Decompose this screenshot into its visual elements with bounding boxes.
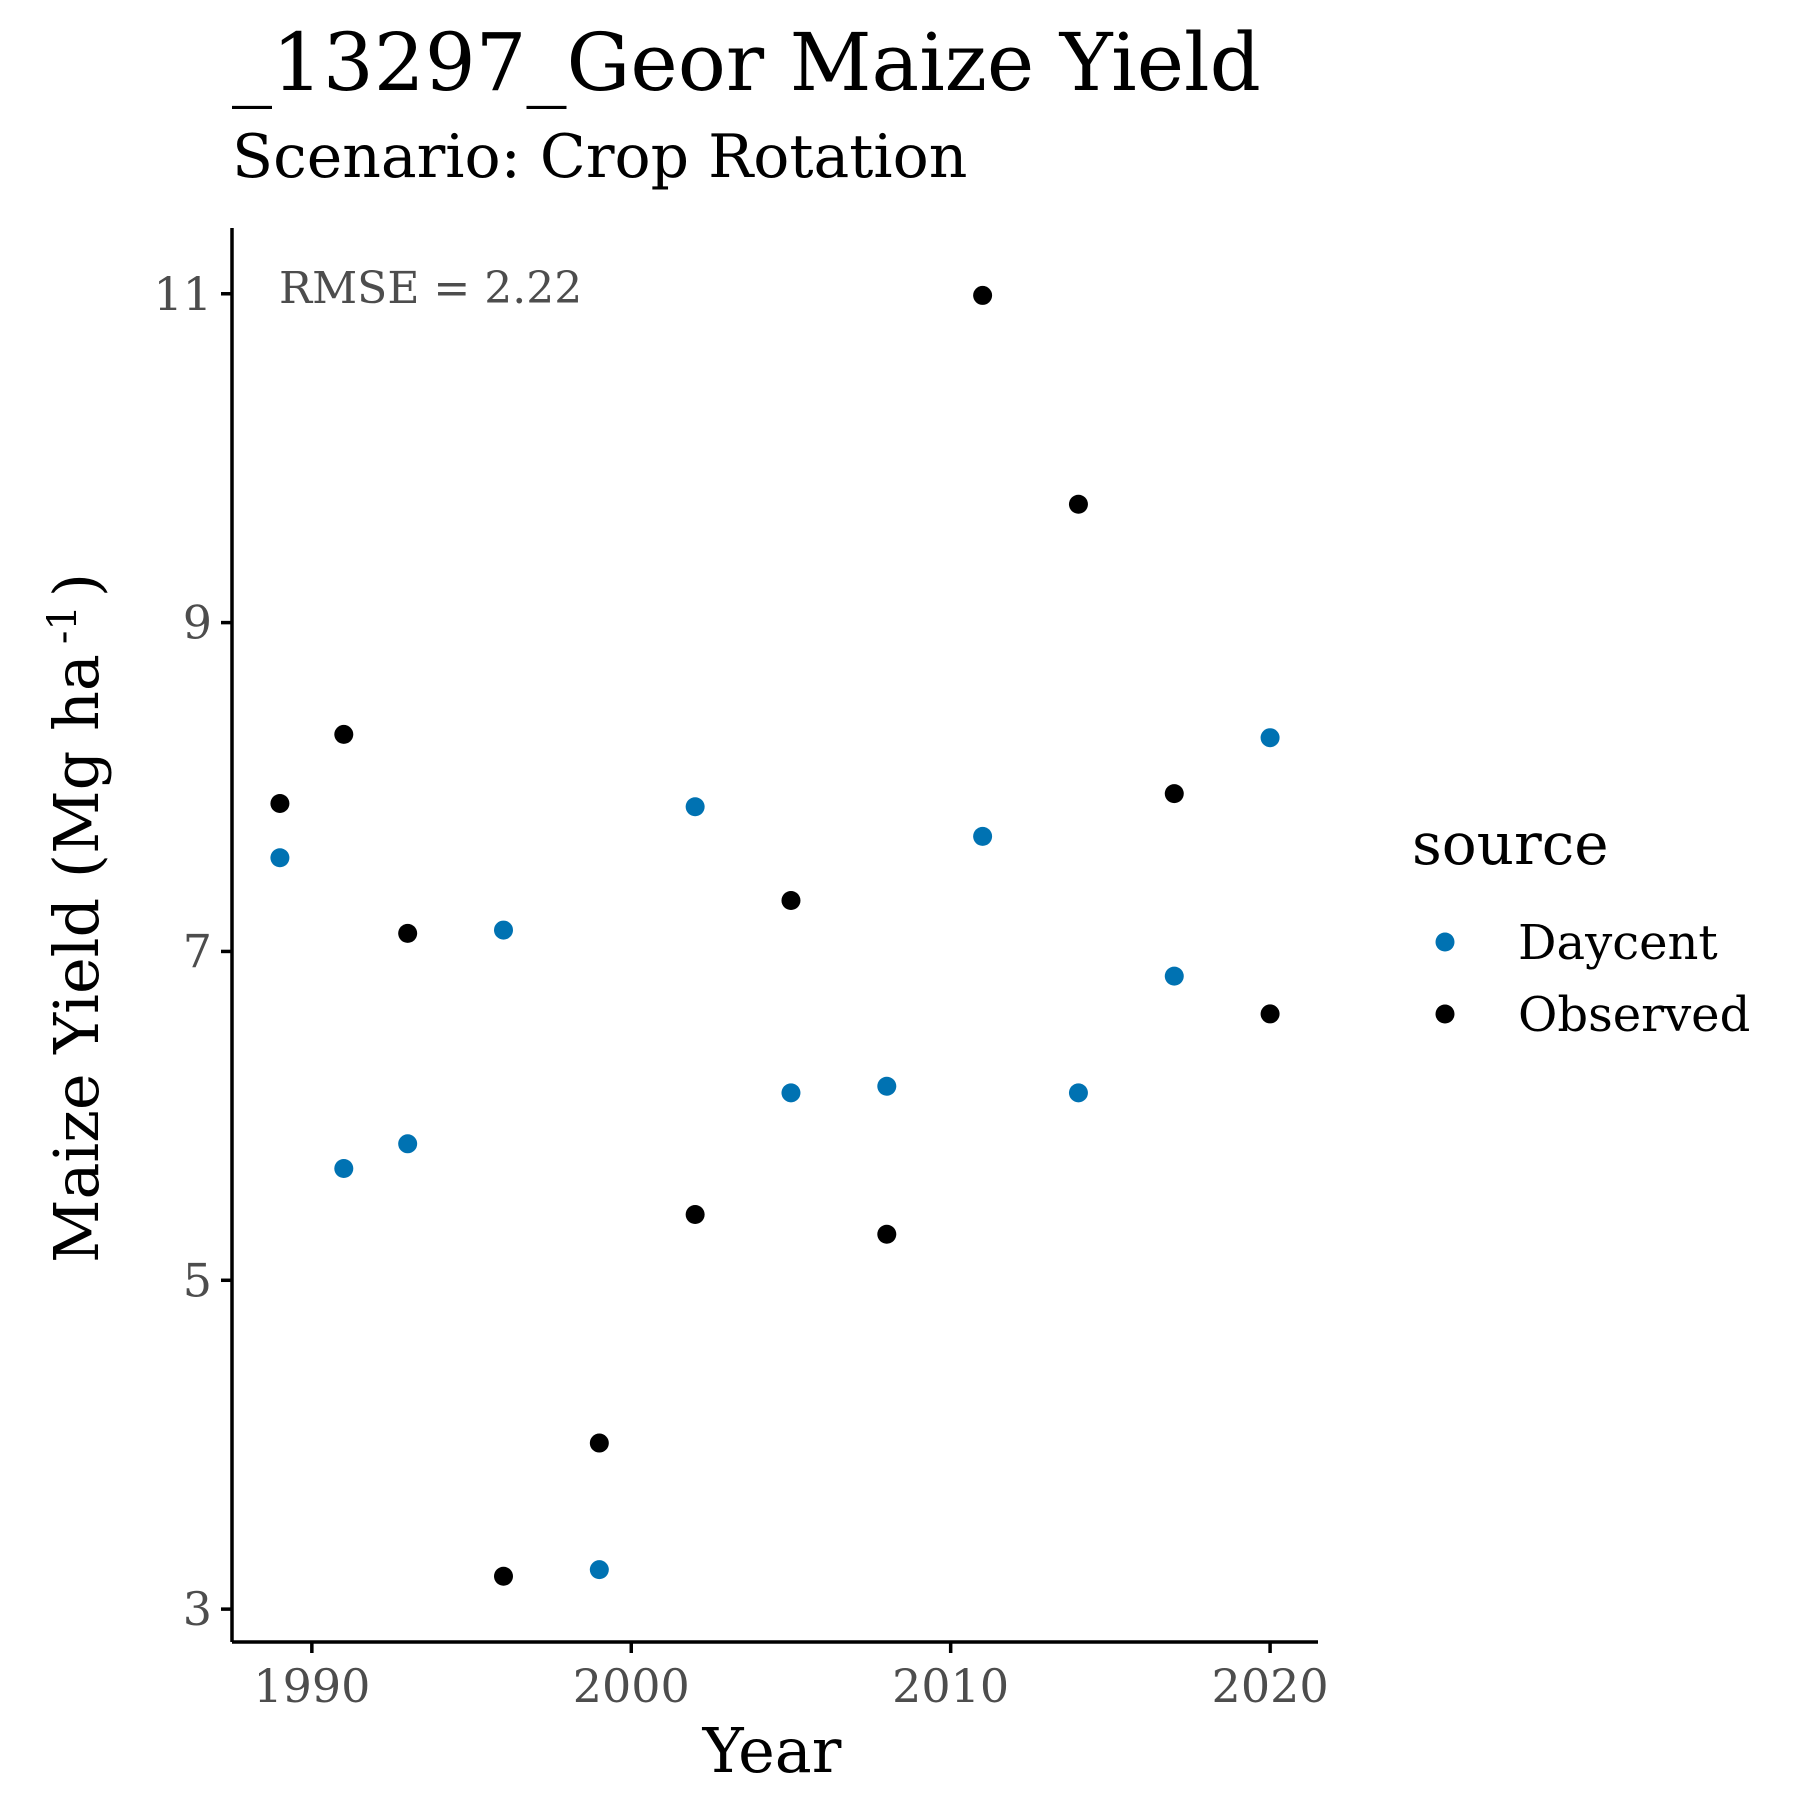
point-daycent <box>494 920 513 940</box>
point-observed <box>270 793 290 813</box>
point-observed <box>685 1205 705 1225</box>
point-observed <box>1260 1004 1280 1024</box>
y-tick-label: 7 <box>183 924 212 978</box>
point-daycent <box>1068 1083 1088 1103</box>
legend-label-observed: Observed <box>1518 987 1750 1043</box>
y-tick-label: 11 <box>153 267 212 321</box>
point-daycent <box>781 1083 801 1103</box>
y-axis-title-close: ) <box>40 573 113 597</box>
x-tick-label: 1990 <box>253 1659 370 1713</box>
x-axis-title: Year <box>702 1714 842 1787</box>
point-observed <box>1164 784 1184 804</box>
point-observed <box>398 923 418 943</box>
point-daycent <box>1260 728 1280 748</box>
legend-label-daycent: Daycent <box>1518 915 1718 971</box>
point-observed <box>589 1433 609 1453</box>
y-axis-title-sup: -1 <box>40 605 86 644</box>
point-daycent <box>973 826 993 846</box>
y-tick-label: 9 <box>183 596 212 650</box>
legend: source Daycent Observed <box>1412 810 1750 1043</box>
legend-key-observed <box>1435 1004 1455 1024</box>
data-points <box>270 285 1280 1586</box>
x-tick-label: 2010 <box>892 1659 1009 1713</box>
point-daycent <box>398 1134 418 1154</box>
point-daycent <box>1164 966 1184 986</box>
chart-title: _13297_Geor Maize Yield <box>232 16 1261 109</box>
point-observed <box>494 1566 513 1586</box>
point-observed <box>334 724 354 744</box>
point-daycent <box>334 1158 354 1178</box>
point-observed <box>1068 494 1088 514</box>
rmse-annotation: RMSE = 2.22 <box>279 263 582 314</box>
y-tick-label: 5 <box>183 1253 212 1307</box>
point-observed <box>973 285 993 305</box>
chart-subtitle: Scenario: Crop Rotation <box>232 122 968 192</box>
axes: 3 5 7 9 11 1990 2000 2010 2020 <box>153 228 1329 1713</box>
point-observed <box>781 890 801 910</box>
y-axis-title: Maize Yield (Mg ha -1) <box>40 573 113 1263</box>
point-daycent <box>589 1560 609 1580</box>
legend-title: source <box>1412 810 1609 878</box>
x-tick-label: 2000 <box>573 1659 690 1713</box>
legend-key-daycent <box>1435 932 1455 952</box>
y-axis-title-main: Maize Yield (Mg ha <box>40 654 113 1263</box>
point-daycent <box>270 848 290 868</box>
point-daycent <box>685 797 705 817</box>
point-observed <box>877 1224 897 1244</box>
point-daycent <box>877 1076 897 1096</box>
x-tick-label: 2020 <box>1212 1659 1329 1713</box>
y-tick-label: 3 <box>183 1582 212 1636</box>
